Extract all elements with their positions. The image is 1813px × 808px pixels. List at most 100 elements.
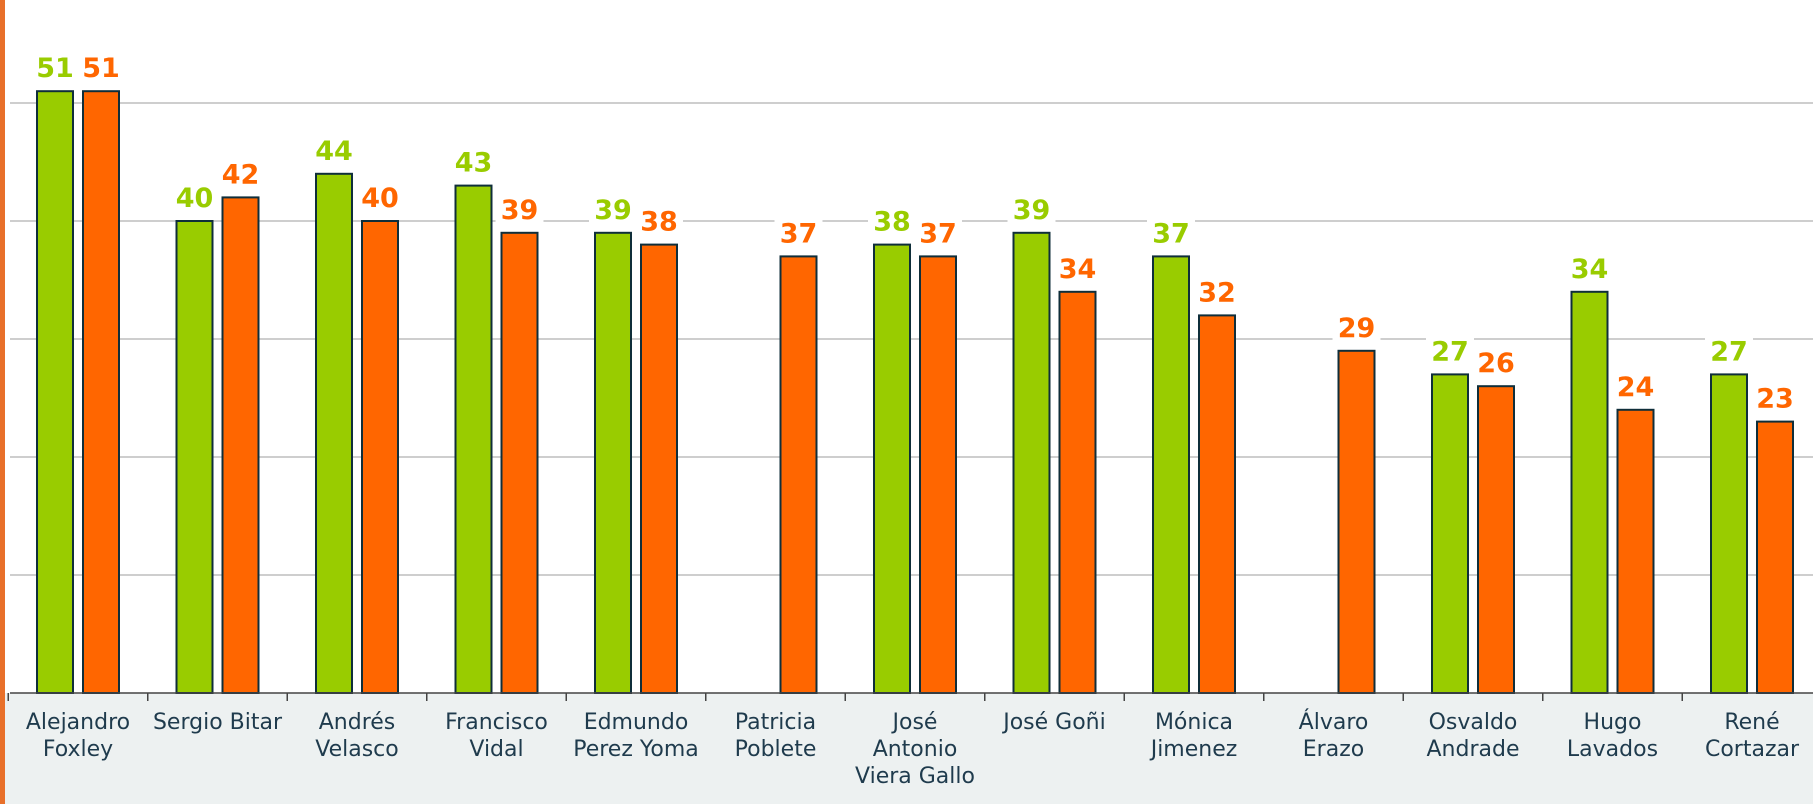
category-label-line: Erazo [1303, 737, 1364, 762]
value-label: 40 [176, 183, 214, 214]
value-label: 39 [594, 195, 632, 226]
bar-series-2 [361, 220, 399, 694]
category-label-line: Patricia [735, 710, 816, 735]
category-label-line: Foxley [43, 737, 113, 762]
gridline-layer [10, 102, 1813, 576]
value-label: 26 [1477, 348, 1515, 379]
value-label: 42 [222, 159, 260, 190]
value-label-backing [1472, 346, 1520, 379]
value-label-backing [774, 216, 823, 249]
value-label: 51 [36, 53, 74, 84]
category-label: René Cortazar [1705, 710, 1800, 762]
category-label-line: Mónica [1155, 710, 1233, 735]
category-label: Andrés Velasco [315, 710, 399, 762]
category-label-line: José Goñi [1001, 710, 1106, 735]
category-label: Mónica Jimenez [1149, 710, 1238, 762]
category-label: Hugo Lavados [1567, 710, 1658, 762]
value-label: 39 [501, 195, 539, 226]
axis-label-band [0, 693, 1813, 804]
bar-series-2 [779, 255, 818, 694]
bar-series-2 [221, 196, 260, 694]
category-label: José Goñi [1001, 710, 1106, 735]
category-label: Edmundo Perez Yoma [573, 710, 699, 762]
value-label: 34 [1059, 254, 1097, 285]
value-label-backing [914, 216, 962, 249]
value-label-backing [589, 192, 637, 225]
category-label-line: José [891, 710, 938, 735]
bar-layer [36, 90, 1794, 695]
value-label-backing [31, 51, 79, 84]
bar-series-1 [36, 90, 74, 694]
value-label-backing [1426, 334, 1474, 367]
value-label-backing [449, 145, 498, 178]
category-label-line: Velasco [315, 737, 399, 762]
value-label-backing [868, 204, 916, 237]
value-label-backing [635, 204, 683, 237]
category-label-line: Jimenez [1149, 737, 1238, 762]
category-label-line: René [1724, 710, 1779, 735]
value-label: 34 [1571, 254, 1609, 285]
value-label: 27 [1710, 336, 1748, 367]
bar-series-2 [1756, 420, 1794, 694]
bar-series-2 [640, 243, 678, 694]
category-label-line: Vidal [469, 737, 523, 762]
category-label-line: Cortazar [1705, 737, 1800, 762]
value-label: 37 [1152, 218, 1190, 249]
x-axis [7, 692, 1813, 701]
category-label-line: Alejandro [26, 710, 130, 735]
value-label-backing [1565, 251, 1614, 284]
value-label-backing [216, 157, 265, 190]
bar-series-2 [82, 90, 120, 694]
value-label: 44 [315, 136, 353, 167]
bar-series-2 [1616, 408, 1655, 694]
bar-series-1 [1012, 231, 1051, 695]
category-label: Álvaro Erazo [1299, 709, 1369, 762]
value-label-backing [77, 51, 125, 84]
value-label-layer: 51 51 40 42 44 40 43 39 39 38 37 38 37 39 34 37 32 29 27 26… [31, 51, 1799, 415]
bar-series-1 [315, 172, 353, 695]
category-label-line: Hugo [1584, 710, 1642, 735]
category-label-line: Antonio [873, 737, 958, 762]
category-label: Francisco Vidal [445, 710, 548, 762]
bar-series-1 [594, 231, 632, 695]
category-label: José Antonio Viera Gallo [855, 710, 975, 789]
bar-series-1 [1152, 255, 1190, 694]
bar-series-1 [1710, 373, 1748, 694]
value-label-backing [1611, 369, 1660, 402]
bar-series-1 [1431, 373, 1469, 694]
category-label-line: Sergio Bitar [153, 710, 283, 735]
left-border [0, 0, 5, 804]
value-label-backing [310, 133, 358, 166]
bar-series-1 [1570, 290, 1609, 694]
value-label-backing [1751, 381, 1799, 414]
category-label-line: Perez Yoma [573, 737, 699, 762]
category-label-line: Andrade [1427, 737, 1520, 762]
value-label: 38 [873, 207, 911, 238]
value-label: 29 [1338, 313, 1376, 344]
value-label-backing [1332, 310, 1381, 343]
value-label: 39 [1013, 195, 1051, 226]
category-label-layer: Alejandro Foxley Sergio Bitar Andrés Velasco… [26, 709, 1800, 789]
value-label: 38 [640, 207, 678, 238]
value-label: 37 [919, 218, 957, 249]
category-label-line: Lavados [1567, 737, 1658, 762]
bar-series-2 [1058, 290, 1097, 694]
value-label-backing [170, 181, 219, 213]
category-label-line: Andrés [319, 710, 396, 735]
bar-series-1 [873, 243, 911, 694]
value-label: 24 [1617, 372, 1655, 403]
value-label-backing [495, 192, 544, 225]
value-label: 51 [82, 53, 120, 84]
value-label: 32 [1198, 277, 1236, 308]
category-label-line: Poblete [735, 737, 817, 762]
value-label-backing [1007, 192, 1056, 225]
bar-series-2 [1477, 385, 1515, 694]
bar-series-2 [919, 255, 957, 694]
category-label: Sergio Bitar [153, 710, 283, 735]
value-label: 43 [455, 148, 493, 179]
bar-series-2 [1198, 314, 1236, 694]
value-label: 23 [1756, 384, 1794, 415]
